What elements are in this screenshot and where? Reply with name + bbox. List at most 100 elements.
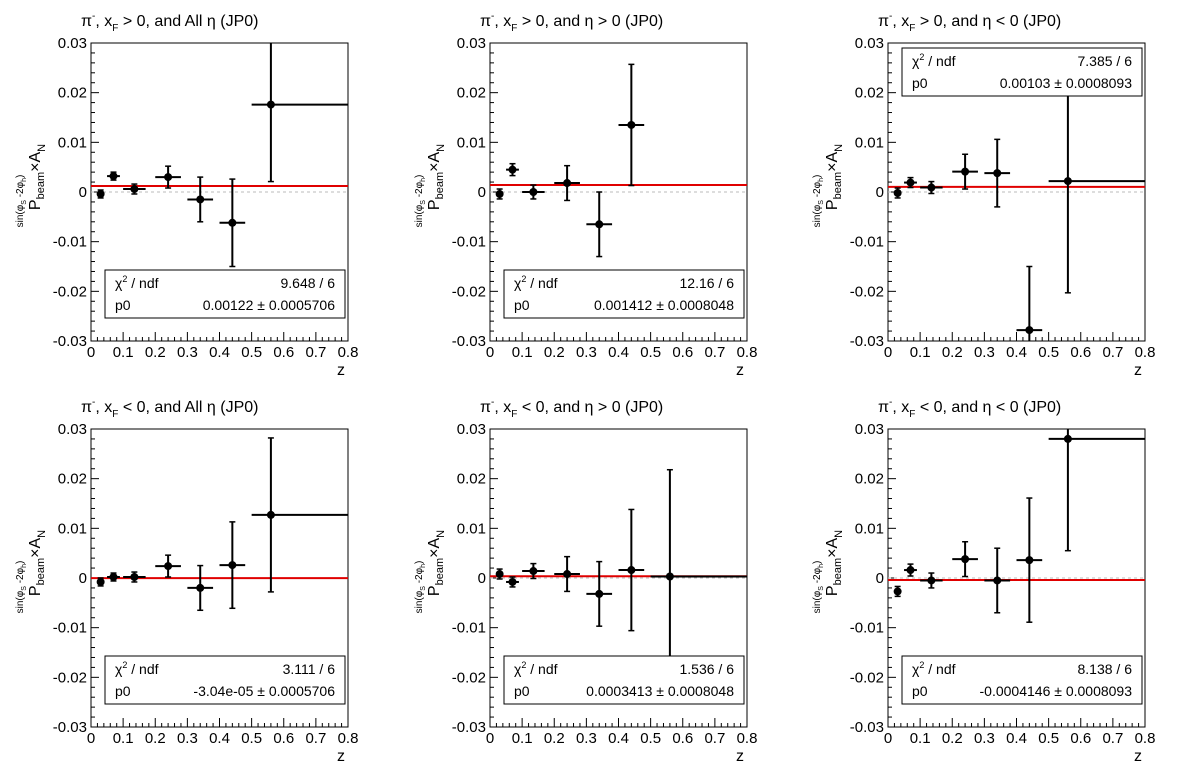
y-tick-label: -0.01 xyxy=(452,234,486,251)
p0-label: p0 xyxy=(912,683,928,699)
y-tick-label: 0 xyxy=(478,184,486,201)
y-tick-label: 0.03 xyxy=(457,35,486,52)
data-points xyxy=(893,68,1145,341)
point-marker xyxy=(893,587,902,596)
point-marker xyxy=(1063,177,1072,186)
data-point xyxy=(522,184,545,200)
chi2-value: 1.536 / 6 xyxy=(680,661,735,677)
data-point xyxy=(522,562,545,580)
data-point xyxy=(1048,429,1145,552)
y-tick-label: 0.01 xyxy=(457,134,486,151)
chart-panel-3: π-, xF > 0, and η < 0 (JP0) -0.03 -0.02 -0.… xyxy=(812,11,1155,379)
x-tick-label: 0.2 xyxy=(145,344,166,361)
stats-frame xyxy=(901,655,1143,705)
x-tick-label: 0.6 xyxy=(1070,730,1091,747)
x-tick-label: 0.4 xyxy=(1006,730,1027,747)
y-tick-label: -0.03 xyxy=(452,333,486,350)
point-marker xyxy=(266,100,275,109)
chi2-value: 3.111 / 6 xyxy=(283,661,336,677)
data-point xyxy=(1048,68,1145,294)
data-point xyxy=(495,188,504,200)
chi2-label: χ2 / ndf xyxy=(912,52,956,69)
chart-panel-4: π-, xF < 0, and All η (JP0) -0.03 -0.02 -0.… xyxy=(15,397,358,765)
data-point xyxy=(586,560,613,627)
y-tick-label: 0 xyxy=(79,184,87,201)
data-point xyxy=(554,555,580,593)
chi2-label: χ2 / ndf xyxy=(115,660,159,677)
x-tick-label: 0 xyxy=(87,344,95,361)
point-marker xyxy=(563,179,572,188)
data-point xyxy=(251,437,348,593)
y-tick-label: 0 xyxy=(876,184,884,201)
data-point xyxy=(952,153,978,190)
point-marker xyxy=(228,561,237,570)
y-tick-label: 0.02 xyxy=(58,471,87,488)
x-tick-label: 0.8 xyxy=(338,730,359,747)
x-tick-label: 0.6 xyxy=(1070,344,1091,361)
y-tick-label: -0.03 xyxy=(850,719,884,736)
data-point xyxy=(984,547,1011,614)
x-axis-label: z xyxy=(1134,748,1142,765)
y-axis-label-superscript: sin(φS -2φh) xyxy=(15,561,28,614)
p0-label: p0 xyxy=(514,683,530,699)
point-marker xyxy=(495,189,504,198)
point-marker xyxy=(130,573,139,582)
stats-box: χ2 / ndf 7.385 / 6 p0 0.00103 ± 0.0008093 xyxy=(901,47,1143,97)
y-tick-label: -0.02 xyxy=(850,669,884,686)
x-tick-label: 0.3 xyxy=(177,730,198,747)
data-point xyxy=(650,468,747,685)
y-axis-label: Pbeam×AN xyxy=(27,144,48,210)
chart-title: π-, xF > 0, and η > 0 (JP0) xyxy=(480,11,663,34)
data-points xyxy=(96,43,348,268)
point-marker xyxy=(927,183,936,192)
data-point xyxy=(618,508,645,632)
y-tick-label: -0.01 xyxy=(53,620,87,637)
data-point xyxy=(107,171,120,181)
y-tick-label: -0.01 xyxy=(452,620,486,637)
data-point xyxy=(920,572,943,589)
stats-frame xyxy=(503,655,745,705)
x-tick-label: 0.5 xyxy=(1038,730,1059,747)
y-tick-label: 0 xyxy=(876,570,884,587)
chi2-value: 9.648 / 6 xyxy=(281,275,336,291)
y-tick-label: 0.03 xyxy=(855,421,884,438)
point-marker xyxy=(508,165,517,174)
chi2-value: 8.138 / 6 xyxy=(1078,661,1133,677)
x-tick-label: 0.5 xyxy=(241,730,262,747)
data-points xyxy=(893,429,1145,623)
y-tick-label: -0.02 xyxy=(850,283,884,300)
x-tick-label: 0.7 xyxy=(1102,344,1123,361)
chart-panel-6: π-, xF < 0, and η < 0 (JP0) -0.03 -0.02 -0.… xyxy=(812,397,1155,765)
chi2-label: χ2 / ndf xyxy=(514,660,558,677)
y-tick-label: 0 xyxy=(79,570,87,587)
x-tick-label: 0 xyxy=(486,730,494,747)
x-tick-label: 0.4 xyxy=(608,730,629,747)
x-tick-label: 0.5 xyxy=(640,344,661,361)
data-point xyxy=(187,176,214,223)
y-tick-label: 0.03 xyxy=(58,35,87,52)
data-point xyxy=(904,176,917,189)
stats-box: χ2 / ndf 9.648 / 6 p0 0.00122 ± 0.0005706 xyxy=(104,269,346,319)
point-marker xyxy=(266,510,275,519)
point-marker xyxy=(164,562,173,571)
y-tick-label: 0.02 xyxy=(457,85,486,102)
x-tick-label: 0.3 xyxy=(576,344,597,361)
y-tick-label: -0.03 xyxy=(53,333,87,350)
point-marker xyxy=(906,178,915,187)
stats-box: χ2 / ndf 1.536 / 6 p0 0.0003413 ± 0.0008048 xyxy=(503,655,745,705)
data-point xyxy=(1016,497,1043,623)
x-tick-label: 0.5 xyxy=(241,344,262,361)
y-tick-label: 0.01 xyxy=(855,520,884,537)
point-marker xyxy=(529,567,538,576)
chi2-label: χ2 / ndf xyxy=(912,660,956,677)
point-marker xyxy=(961,555,970,564)
y-tick-label: -0.02 xyxy=(53,669,87,686)
x-tick-label: 0.2 xyxy=(145,730,166,747)
stats-box: χ2 / ndf 8.138 / 6 p0 -0.0004146 ± 0.000809… xyxy=(901,655,1143,705)
data-point xyxy=(586,191,613,258)
point-marker xyxy=(96,577,105,586)
data-points xyxy=(495,63,645,258)
x-tick-label: 0.6 xyxy=(672,730,693,747)
point-marker xyxy=(130,185,139,194)
